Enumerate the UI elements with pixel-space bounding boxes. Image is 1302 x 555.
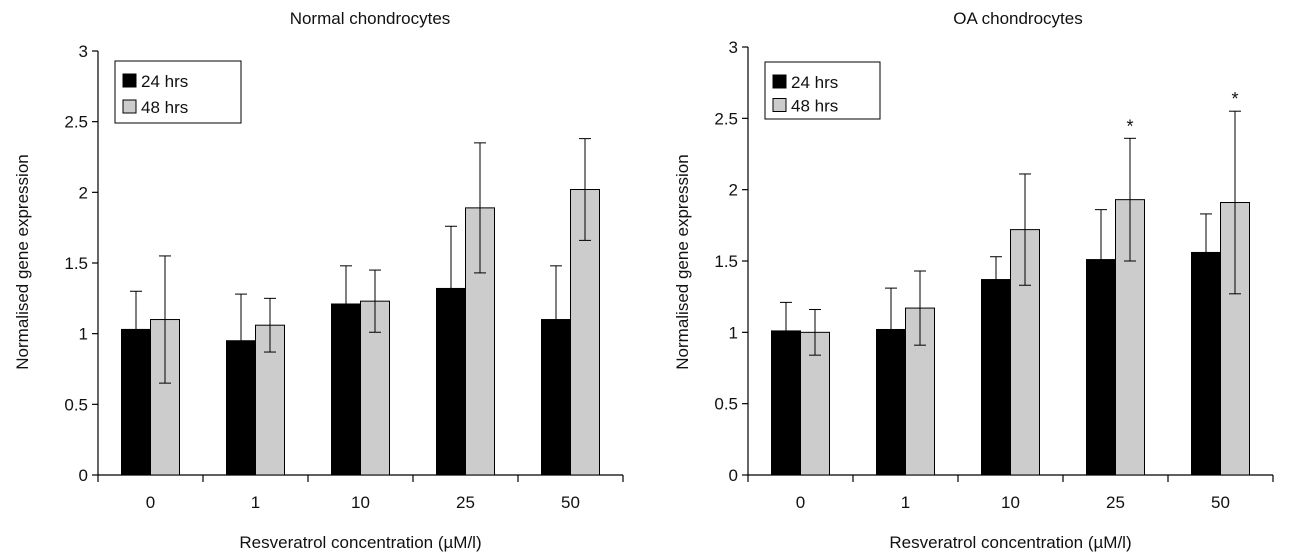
y-tick-label: 1: [729, 323, 738, 342]
x-tick-label: 0: [796, 493, 805, 512]
y-tick-label: 0.5: [64, 395, 88, 414]
x-axis-label: Resveratrol concentration (µM/l): [889, 533, 1131, 552]
chart-title: OA chondrocytes: [953, 9, 1082, 28]
legend: 24 hrs 48 hrs: [114, 60, 242, 124]
x-tick-label: 50: [561, 493, 580, 512]
x-axis-label: Resveratrol concentration (µM/l): [239, 533, 481, 552]
y-tick-label: 3: [729, 38, 738, 57]
y-tick-label: 2: [79, 183, 88, 202]
x-tick-label: 25: [456, 493, 475, 512]
legend-swatch: [122, 73, 137, 88]
chart-title: Normal chondrocytes: [290, 9, 451, 28]
y-tick-label: 2.5: [64, 113, 88, 132]
y-tick-label: 0: [729, 466, 738, 485]
x-tick-label: 25: [1106, 493, 1125, 512]
bar-24h: [981, 279, 1011, 476]
y-tick-label: 1.5: [64, 254, 88, 273]
x-tick-label: 50: [1211, 493, 1230, 512]
legend-label: 48 hrs: [141, 98, 188, 117]
significance-marker: *: [1126, 116, 1133, 136]
legend-label: 24 hrs: [791, 73, 838, 92]
bar-48h: [800, 331, 830, 476]
x-tick-label: 0: [146, 493, 155, 512]
chart-panel-0: Normal chondrocytes 0 0.5 1 1.5 2 2.5 3 0 1 10 25 50…: [13, 9, 624, 552]
legend-label: 24 hrs: [141, 72, 188, 91]
y-tick-label: 3: [79, 42, 88, 61]
chart-panel-1: OA chondrocytes 0 0.5 1 1.5 2 2.5 3 0 1 10 25 50 Resv…: [673, 9, 1274, 552]
legend: 24 hrs 48 hrs: [764, 61, 881, 120]
y-tick-label: 1.5: [714, 252, 738, 271]
y-axis-label: Normalised gene expression: [673, 154, 692, 369]
significance-marker: *: [1231, 89, 1238, 109]
legend-swatch: [122, 99, 137, 114]
x-tick-label: 10: [1001, 493, 1020, 512]
legend-swatch: [772, 74, 787, 89]
legend-swatch: [772, 98, 787, 112]
y-tick-label: 1: [79, 325, 88, 344]
y-tick-label: 2.5: [714, 109, 738, 128]
y-tick-label: 2: [729, 181, 738, 200]
y-tick-label: 0.5: [714, 395, 738, 414]
legend-label: 48 hrs: [791, 97, 838, 116]
x-tick-label: 10: [351, 493, 370, 512]
x-tick-label: 1: [251, 493, 260, 512]
y-tick-label: 0: [79, 466, 88, 485]
x-tick-label: 1: [901, 493, 910, 512]
y-axis-label: Normalised gene expression: [13, 154, 32, 369]
